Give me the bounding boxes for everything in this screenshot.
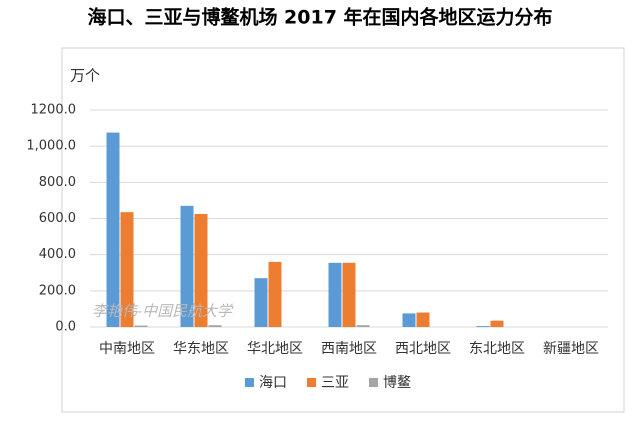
- y-tick-label: 200.0: [39, 283, 76, 298]
- x-tick-label: 西北地区: [395, 341, 451, 357]
- bar: [342, 262, 356, 327]
- bar: [416, 312, 430, 327]
- bar: [356, 325, 370, 327]
- bar: [208, 325, 222, 327]
- legend-swatch: [307, 378, 316, 387]
- legend-label: 三亚: [321, 375, 349, 391]
- legend-label: 博鳌: [383, 374, 411, 391]
- bar: [402, 313, 416, 327]
- chart-frame: [61, 47, 625, 413]
- bar: [328, 262, 342, 327]
- bar: [268, 261, 282, 327]
- bar: [134, 325, 148, 327]
- bar: [180, 205, 194, 327]
- bar: [106, 132, 120, 327]
- y-tick-label: 1200.0: [31, 103, 77, 118]
- bar: [120, 212, 134, 327]
- x-tick-label: 新疆地区: [543, 341, 599, 357]
- y-tick-label: 1,000.0: [26, 139, 76, 154]
- x-tick-label: 东北地区: [469, 341, 525, 357]
- y-tick-label: 600.0: [39, 211, 76, 226]
- y-tick-label: 0.0: [55, 320, 76, 335]
- watermark: 李艳伟-中国民航大学: [92, 302, 234, 320]
- x-tick-label: 华东地区: [173, 341, 229, 357]
- bar: [490, 320, 504, 327]
- x-tick-label: 华北地区: [247, 341, 303, 357]
- bar: [194, 213, 208, 327]
- y-tick-label: 800.0: [39, 175, 76, 190]
- bar: [254, 278, 268, 327]
- x-tick-label: 中南地区: [99, 341, 155, 357]
- legend-label: 海口: [259, 375, 287, 391]
- x-tick-label: 西南地区: [321, 341, 377, 357]
- chart-title: 海口、三亚与博鳌机场 2017 年在国内各地区运力分布: [87, 6, 552, 29]
- y-unit: 万个: [70, 67, 100, 85]
- legend-swatch: [369, 378, 378, 387]
- y-tick-label: 400.0: [39, 247, 76, 262]
- legend-swatch: [245, 378, 254, 387]
- bar: [476, 326, 490, 327]
